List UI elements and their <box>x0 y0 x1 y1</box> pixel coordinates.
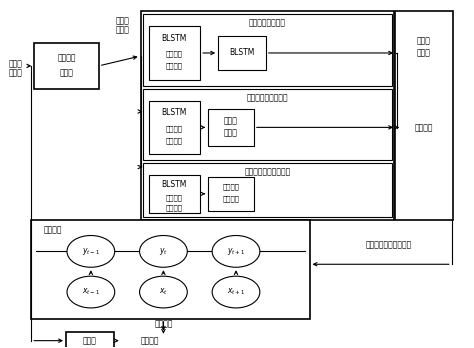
Text: 字符向量: 字符向量 <box>57 54 76 62</box>
Text: 量序列: 量序列 <box>417 48 431 57</box>
Bar <box>148 26 200 80</box>
Text: $x_t$: $x_t$ <box>159 287 168 297</box>
Ellipse shape <box>212 236 260 267</box>
Text: $y_{t-1}$: $y_{t-1}$ <box>82 246 100 257</box>
Ellipse shape <box>67 276 115 308</box>
Text: 非结构: 非结构 <box>9 60 22 69</box>
Text: $x_{t+1}$: $x_{t+1}$ <box>227 287 245 297</box>
Text: 标签序列: 标签序列 <box>154 319 173 328</box>
Text: 向量序列: 向量序列 <box>166 137 183 144</box>
Text: BLSTM: BLSTM <box>229 48 255 57</box>
Text: 上下文注: 上下文注 <box>222 184 239 190</box>
Text: 表查找: 表查找 <box>60 68 73 77</box>
Text: 软注意: 软注意 <box>224 116 238 125</box>
Text: 向量串联: 向量串联 <box>415 123 433 132</box>
Text: $y_t$: $y_t$ <box>159 246 168 257</box>
Bar <box>208 177 254 211</box>
Text: 后处理: 后处理 <box>83 336 97 345</box>
Text: 字符重要度特征提取: 字符重要度特征提取 <box>246 93 288 102</box>
Bar <box>143 14 392 86</box>
Text: 浅层特征: 浅层特征 <box>166 125 183 132</box>
Bar <box>218 36 266 70</box>
Bar <box>31 220 310 319</box>
Text: BLSTM: BLSTM <box>162 180 187 189</box>
Text: 串联后的特征向量序列: 串联后的特征向量序列 <box>366 240 412 249</box>
Bar <box>399 113 449 141</box>
Text: BLSTM: BLSTM <box>162 34 187 42</box>
Text: 化文本: 化文本 <box>9 68 22 77</box>
Text: 序列标注: 序列标注 <box>44 225 63 234</box>
Text: 浅层特征: 浅层特征 <box>166 195 183 201</box>
Ellipse shape <box>67 236 115 267</box>
Text: 上下文重要度特征提取: 上下文重要度特征提取 <box>244 167 291 176</box>
Text: $y_{t+1}$: $y_{t+1}$ <box>227 246 245 257</box>
Bar <box>143 163 392 217</box>
Text: 力模型: 力模型 <box>224 129 238 138</box>
Text: 量序列: 量序列 <box>116 26 129 35</box>
Bar <box>148 101 200 154</box>
Ellipse shape <box>139 236 187 267</box>
Text: $x_{t-1}$: $x_{t-1}$ <box>82 287 100 297</box>
Bar <box>143 89 392 160</box>
Text: BLSTM: BLSTM <box>162 108 187 117</box>
Bar <box>66 332 114 348</box>
Text: 向量序列: 向量序列 <box>166 204 183 211</box>
Bar <box>34 43 99 89</box>
Text: 文本序列特征提取: 文本序列特征提取 <box>249 19 286 28</box>
Text: 特征向: 特征向 <box>417 37 431 46</box>
Text: 字符向: 字符向 <box>116 17 129 26</box>
Bar <box>141 11 394 220</box>
Text: 意力模型: 意力模型 <box>222 196 239 202</box>
Text: 浅层特征: 浅层特征 <box>166 51 183 57</box>
Text: 向量序列: 向量序列 <box>166 63 183 69</box>
Text: 命名实体: 命名实体 <box>140 336 159 345</box>
Bar <box>148 175 200 213</box>
Bar <box>395 11 453 220</box>
Ellipse shape <box>139 276 187 308</box>
Ellipse shape <box>212 276 260 308</box>
Bar <box>208 109 254 146</box>
